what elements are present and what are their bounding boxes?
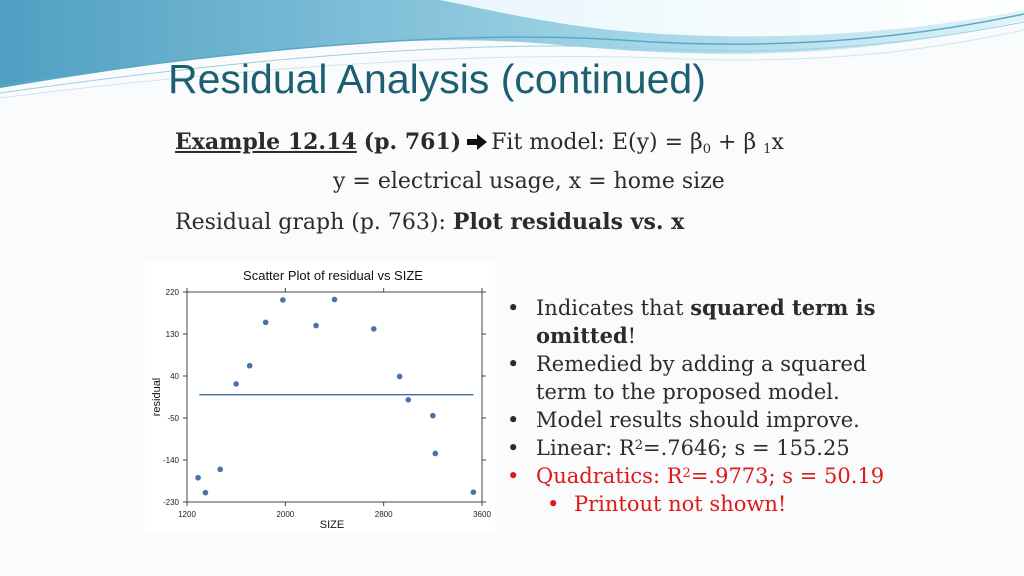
data-point xyxy=(280,297,286,303)
bullet-text: Model results should improve. xyxy=(536,408,860,432)
bullet-item: • Model results should improve. xyxy=(505,406,905,434)
superscript: 2 xyxy=(682,466,691,481)
data-point xyxy=(405,397,412,403)
chart-x-axis-label: SIZE xyxy=(320,519,344,531)
residual-graph-line: Residual graph (p. 763): Plot residuals … xyxy=(175,209,684,235)
residual-graph-prefix: Residual graph (p. 763): xyxy=(175,210,453,235)
bullet-bold: squared term is omitted xyxy=(536,295,876,348)
bullet-text: Quadratics: R xyxy=(536,464,683,488)
header-wave-banner xyxy=(0,0,1024,99)
data-point xyxy=(371,326,377,332)
residual-graph-bold: Plot residuals vs. x xyxy=(452,209,685,235)
slide-title: Residual Analysis (continued) xyxy=(168,56,706,102)
y-tick-label: -140 xyxy=(163,456,180,465)
y-tick-label: 40 xyxy=(170,372,179,381)
model-x: x xyxy=(771,130,784,155)
bullet-item: • Linear: R2=.7646; s = 155.25 xyxy=(505,434,905,462)
data-point xyxy=(430,412,436,419)
data-point xyxy=(217,466,223,473)
data-point xyxy=(195,474,201,481)
plot-frame xyxy=(186,291,483,503)
chart-title: Scatter Plot of residual vs SIZE xyxy=(243,268,423,283)
bullet-dot: • xyxy=(507,464,520,488)
data-point xyxy=(331,296,338,303)
data-point xyxy=(432,450,439,457)
right-arrow-icon xyxy=(467,134,488,150)
example-label: Example 12.14 xyxy=(175,129,357,155)
example-page-ref: (p. 761) xyxy=(363,129,462,155)
bullet-item: • Indicates that squared term is omitted! xyxy=(505,294,905,350)
scatter-chart: Scatter Plot of residual vs SIZE SIZE re… xyxy=(145,262,495,534)
bullet-text: Linear: R xyxy=(536,436,635,460)
bullet-text: Printout not shown! xyxy=(574,492,787,516)
y-tick-label: 220 xyxy=(166,288,180,297)
x-tick-label: 1200 xyxy=(178,510,196,519)
data-point xyxy=(246,362,253,369)
bullet-dot: • xyxy=(507,436,520,460)
data-point xyxy=(233,381,239,387)
data-point xyxy=(313,322,319,329)
data-point xyxy=(262,319,269,326)
example-line: Example 12.14 (p. 761) Fit model: E(y) = … xyxy=(175,129,784,157)
chart-svg: Scatter Plot of residual vs SIZE SIZE re… xyxy=(151,268,491,531)
variable-definition: y = electrical usage, x = home size xyxy=(333,169,725,194)
y-tick-label: -230 xyxy=(163,498,180,507)
model-text: Fit model: E(y) = β xyxy=(491,130,703,155)
bullet-text-end: ! xyxy=(627,324,637,348)
bullet-item: • Remedied by adding a squared term to th… xyxy=(505,350,905,406)
bullet-dot: • xyxy=(507,352,520,376)
bullet-text: Indicates that xyxy=(536,296,691,320)
data-point xyxy=(396,373,403,380)
chart-y-axis-label: residual xyxy=(151,378,163,417)
bullet-dot: • xyxy=(507,408,520,432)
superscript: 2 xyxy=(634,438,644,453)
bullet-item-highlight: • Quadratics: R2=.9773; s = 50.19 xyxy=(505,462,905,490)
bullet-dot: • xyxy=(507,296,520,320)
bullet-dot: • xyxy=(547,492,560,516)
x-tick-label: 3600 xyxy=(473,510,491,519)
y-tick-label: -50 xyxy=(167,414,179,423)
sub-bullet-item: • Printout not shown! xyxy=(505,490,905,518)
beta-sub-1: 1 xyxy=(763,142,772,157)
data-point xyxy=(202,489,209,496)
model-plus: + β xyxy=(711,130,764,155)
x-tick-label: 2000 xyxy=(276,510,294,519)
bullet-text: Remedied by adding a squared term to the… xyxy=(536,352,867,404)
bullet-text-end: =.9773; s = 50.19 xyxy=(690,464,885,488)
beta-sub-0: 0 xyxy=(702,142,712,157)
bullet-text-end: =.7646; s = 155.25 xyxy=(643,436,850,460)
x-tick-label: 2800 xyxy=(375,510,393,519)
bullet-list: • Indicates that squared term is omitted!… xyxy=(505,294,905,518)
y-tick-label: 130 xyxy=(166,330,180,339)
data-point xyxy=(470,489,477,495)
